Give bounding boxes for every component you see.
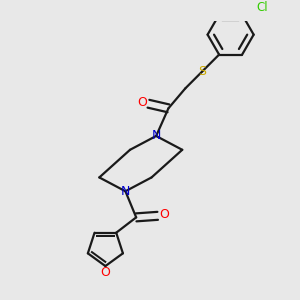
Text: Cl: Cl — [256, 1, 268, 13]
Text: O: O — [160, 208, 170, 221]
Text: S: S — [198, 65, 206, 78]
Text: N: N — [152, 130, 161, 142]
Text: O: O — [100, 266, 110, 279]
Text: N: N — [121, 185, 130, 198]
Text: O: O — [137, 96, 147, 109]
